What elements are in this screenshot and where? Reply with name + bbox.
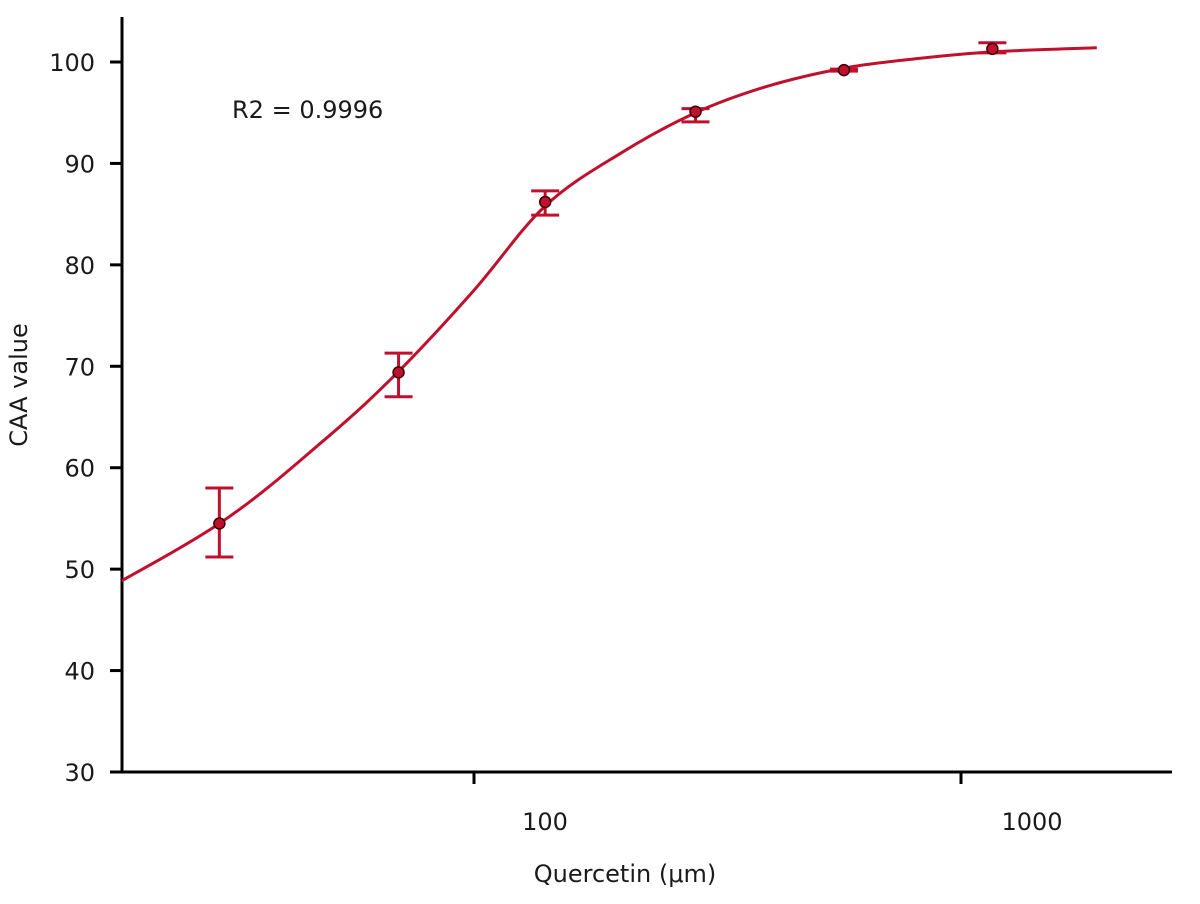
y-tick-label-90: 90 (64, 150, 95, 178)
y-tick-label-50: 50 (64, 556, 95, 584)
data-point-4 (837, 63, 851, 77)
data-point-5 (986, 42, 999, 56)
x-tick-label-1000: 1000 (1001, 808, 1062, 836)
y-tick-label-70: 70 (64, 353, 95, 381)
data-point-3 (689, 105, 702, 118)
x-axis-label: Quercetin (μm) (534, 860, 716, 888)
y-tick-label-40: 40 (64, 658, 95, 686)
data-point-0 (213, 517, 226, 530)
fit-curve (122, 46, 1097, 583)
y-ticks: 30 40 50 60 70 80 90 100 (49, 49, 122, 787)
data-points (213, 42, 999, 530)
y-tick-label-100: 100 (49, 49, 95, 77)
y-tick-label-60: 60 (64, 455, 95, 483)
fit-curve-group (122, 46, 1097, 583)
data-point-1 (392, 366, 405, 379)
x-ticks: 100 1000 (472, 772, 1063, 836)
r-squared-annotation: R2 = 0.9996 (232, 96, 383, 124)
x-tick-label-100: 100 (522, 808, 568, 836)
data-point-2 (538, 195, 552, 209)
y-tick-label-80: 80 (64, 252, 95, 280)
y-tick-label-30: 30 (64, 759, 95, 787)
axes (120, 17, 1172, 774)
y-axis-label: CAA value (5, 323, 33, 446)
